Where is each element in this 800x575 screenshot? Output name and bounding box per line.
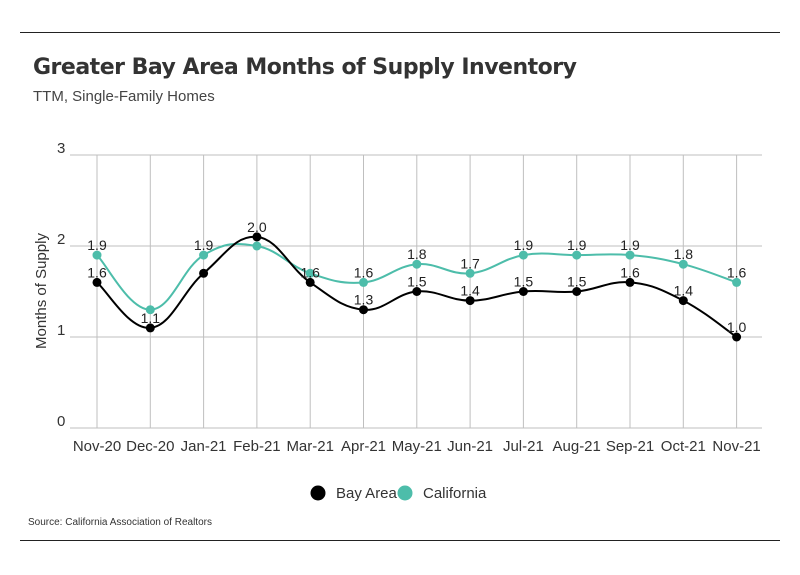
data-label-california-Oct-21: 1.8 — [674, 246, 694, 262]
x-tick-label-Apr-21: Apr-21 — [341, 438, 386, 455]
y-tick-label-2: 2 — [57, 231, 65, 248]
point-bay-area-May-21 — [412, 287, 422, 296]
x-tick-label-Dec-20: Dec-20 — [126, 438, 174, 455]
x-tick-label-Jun-21: Jun-21 — [447, 438, 493, 455]
top-rule — [20, 32, 780, 33]
point-bay-area-Apr-21 — [359, 305, 368, 315]
data-label-bay-area-Oct-21: 1.4 — [674, 283, 694, 299]
point-bay-area-Jun-21 — [465, 296, 475, 306]
y-tick-label-3: 3 — [57, 140, 65, 157]
chart-title: Greater Bay Area Months of Supply Invent… — [33, 55, 577, 80]
data-label-bay-area-May-21: 1.5 — [407, 274, 427, 290]
x-tick-label-Oct-21: Oct-21 — [661, 438, 706, 455]
point-bay-area-Feb-21 — [252, 232, 262, 242]
point-california-May-21 — [412, 259, 422, 269]
x-tick-label-Sep-21: Sep-21 — [606, 438, 654, 455]
y-tick-label-1: 1 — [57, 322, 65, 339]
data-label-california-May-21: 1.8 — [407, 246, 427, 262]
legend-label-bay-area: Bay Area — [336, 485, 398, 502]
point-bay-area-Mar-21 — [305, 277, 315, 287]
legend-marker-bay-area — [310, 485, 326, 501]
point-california-Nov-20 — [92, 250, 102, 260]
point-bay-area-Jul-21 — [518, 287, 528, 296]
data-label-bay-area-Apr-21: 1.3 — [354, 292, 374, 308]
point-california-Jun-21 — [465, 268, 475, 278]
point-bay-area-Nov-20 — [92, 277, 102, 287]
x-tick-label-Aug-21: Aug-21 — [553, 438, 601, 455]
data-label-california-Nov-21: 1.6 — [727, 264, 747, 280]
x-tick-label-Nov-20: Nov-20 — [73, 438, 121, 455]
x-tick-label-Jul-21: Jul-21 — [503, 438, 544, 455]
data-label-bay-area-Feb-21: 2.0 — [247, 219, 267, 235]
point-california-Oct-21 — [678, 259, 688, 269]
point-bay-area-Jan-21 — [199, 268, 209, 278]
chart-subtitle: TTM, Single-Family Homes — [33, 88, 215, 105]
data-label-bay-area-Dec-20: 1.1 — [141, 310, 161, 326]
legend-label-california: California — [423, 485, 487, 502]
point-california-Jul-21 — [518, 250, 528, 260]
data-label-bay-area-Mar-21: 1.6 — [300, 264, 320, 280]
data-label-bay-area-Jul-21: 1.5 — [514, 274, 534, 290]
data-label-california-Sep-21: 1.9 — [620, 237, 640, 253]
x-tick-label-Feb-21: Feb-21 — [233, 438, 281, 455]
y-tick-label-0: 0 — [57, 413, 65, 430]
bottom-rule — [20, 540, 780, 541]
point-california-Apr-21 — [359, 277, 368, 287]
x-tick-label-May-21: May-21 — [392, 438, 442, 455]
point-bay-area-Nov-21 — [732, 332, 742, 342]
data-label-california-Jul-21: 1.9 — [514, 237, 534, 253]
x-tick-label-Nov-21: Nov-21 — [712, 438, 760, 455]
data-label-bay-area-Aug-21: 1.5 — [567, 274, 587, 290]
point-california-Mar-21 — [305, 268, 315, 278]
data-label-bay-area-Sep-21: 1.6 — [620, 264, 640, 280]
data-label-california-Apr-21: 1.6 — [354, 264, 374, 280]
point-california-Nov-21 — [732, 277, 742, 287]
data-label-california-Jun-21: 1.7 — [460, 255, 480, 271]
data-label-california-Jan-21: 1.9 — [194, 237, 214, 253]
x-tick-label-Jan-21: Jan-21 — [181, 438, 227, 455]
x-tick-label-Mar-21: Mar-21 — [286, 438, 334, 455]
point-california-Jan-21 — [199, 250, 209, 260]
point-california-Sep-21 — [625, 250, 635, 260]
point-california-Dec-20 — [145, 305, 155, 315]
point-bay-area-Aug-21 — [572, 287, 582, 296]
point-bay-area-Oct-21 — [678, 296, 688, 306]
data-label-california-Aug-21: 1.9 — [567, 237, 587, 253]
y-axis-label: Months of Supply — [33, 233, 50, 349]
data-label-california-Nov-20: 1.9 — [87, 237, 107, 253]
point-bay-area-Sep-21 — [625, 277, 635, 287]
data-label-bay-area-Nov-20: 1.6 — [87, 264, 107, 280]
data-label-bay-area-Jun-21: 1.4 — [460, 283, 480, 299]
point-california-Aug-21 — [572, 250, 582, 260]
source-note: Source: California Association of Realto… — [28, 517, 212, 528]
data-label-bay-area-Nov-21: 1.0 — [727, 319, 747, 335]
point-bay-area-Dec-20 — [145, 323, 155, 333]
legend-marker-california — [397, 485, 413, 501]
point-california-Feb-21 — [252, 241, 262, 251]
